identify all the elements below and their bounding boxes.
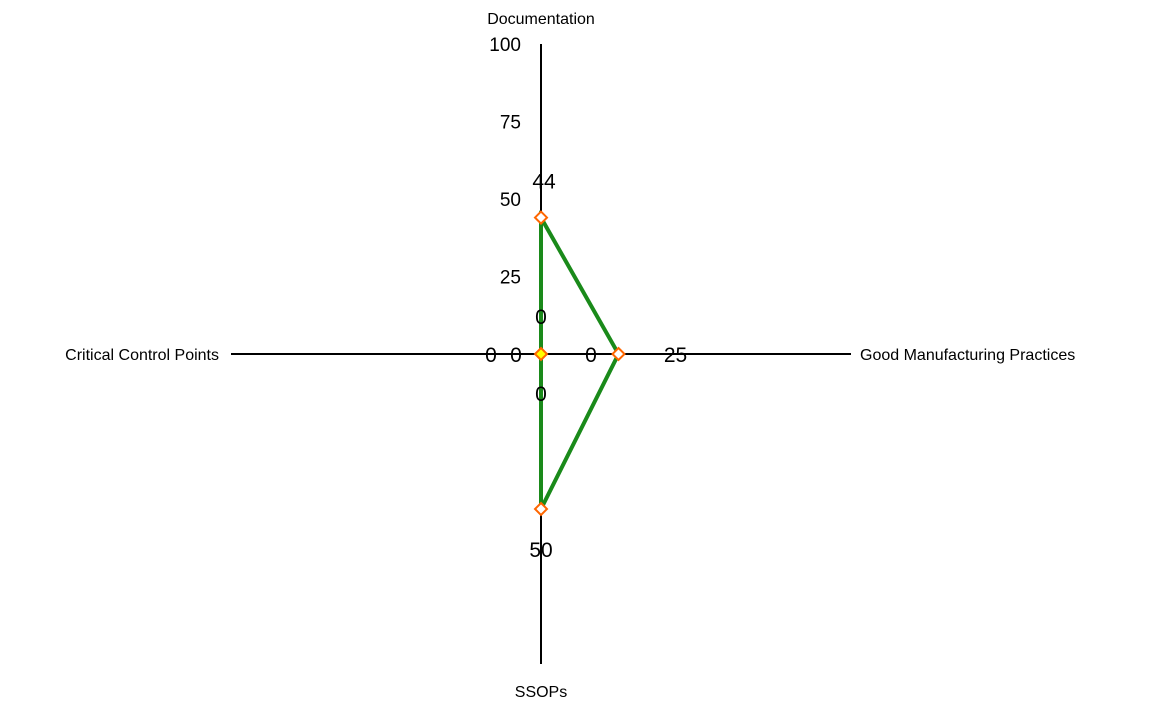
series-line-0: [539, 210, 621, 510]
axes: Documentation Good Manufacturing Practice…: [65, 11, 1075, 701]
axis-label-good-manufacturing-practices: Good Manufacturing Practices: [860, 347, 1075, 364]
center-label-0: 0: [535, 306, 547, 329]
center-label-3: 0: [510, 344, 522, 367]
data-label-ssops: 50: [529, 539, 552, 562]
data-point-ssops: [533, 501, 549, 517]
tick-label-75: 75: [500, 113, 521, 134]
tick-label-50: 50: [500, 190, 521, 211]
data-point-documentation: [533, 210, 549, 226]
data-label-critical-control-points: 0: [485, 344, 497, 367]
tick-label-100: 100: [489, 35, 521, 56]
data-series: [533, 210, 626, 517]
data-label-documentation: 44: [532, 171, 556, 194]
axis-label-documentation: Documentation: [487, 11, 595, 28]
tick-label-25: 25: [500, 268, 521, 289]
tick-labels: 25 50 75 100: [489, 35, 521, 289]
axis-label-critical-control-points: Critical Control Points: [65, 347, 219, 364]
data-label-good-manufacturing-practices: 25: [664, 344, 687, 367]
axis-label-ssops: SSOPs: [515, 684, 567, 701]
center-label-2: 0: [535, 383, 547, 406]
data-point-critical-control-points: [533, 346, 549, 362]
data-point-good-manufacturing-practices: [611, 346, 626, 362]
center-label-1: 0: [585, 344, 597, 367]
